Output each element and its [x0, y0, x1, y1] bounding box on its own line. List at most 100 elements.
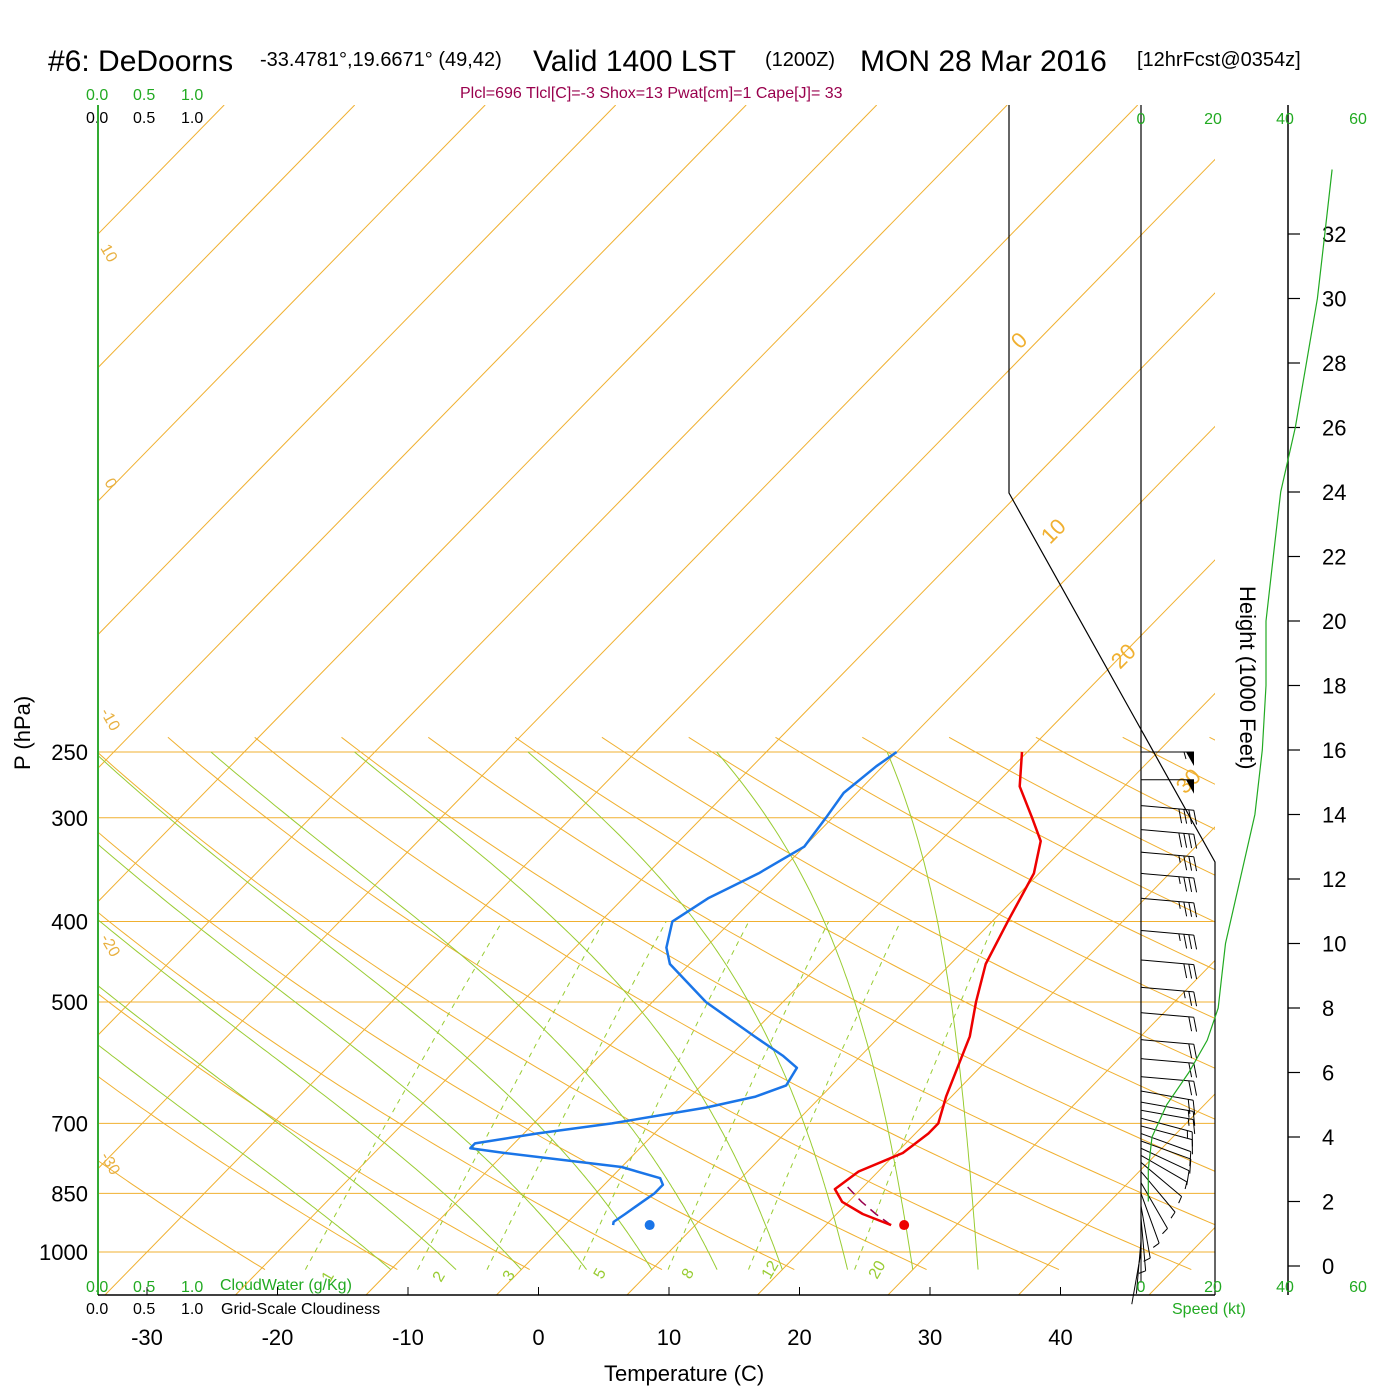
wind-barb-half — [1138, 1270, 1146, 1274]
height-tick-label: 10 — [1322, 932, 1346, 957]
height-tick-label: 28 — [1322, 351, 1346, 376]
wind-barb-staff — [1140, 1193, 1160, 1244]
wind-barb — [1140, 1039, 1198, 1059]
cloud-black-tick: 0.0 — [86, 1301, 108, 1318]
wind-barb-flag — [1186, 752, 1194, 767]
wind-barb — [1140, 1058, 1198, 1078]
wind-barb-full — [1188, 964, 1193, 979]
wind-barb — [1140, 1140, 1192, 1174]
wind-barb-full — [1193, 1017, 1198, 1032]
wind-barb-staff — [1140, 1125, 1193, 1141]
isotherm-line — [1018, 1093, 1215, 1295]
wind-barb-staff — [1140, 1140, 1191, 1160]
wind-barb — [1141, 779, 1194, 794]
height-tick-label: 8 — [1322, 996, 1334, 1021]
isotherm-label: -20 — [97, 932, 123, 961]
mixing-ratio-label: 20 — [866, 1258, 890, 1282]
wind-barb-staff — [1131, 1251, 1142, 1305]
wind-barb-full — [1183, 855, 1188, 871]
wind-barb — [1140, 959, 1198, 980]
moist-adiabat-line — [886, 751, 979, 1270]
wind-barb-staff — [1140, 1171, 1176, 1213]
wind-barb-staff — [1140, 1058, 1194, 1064]
dry-adiabat-line — [98, 831, 795, 1271]
wind-barb-flag — [1186, 779, 1194, 794]
height-tick-label: 6 — [1322, 1061, 1334, 1086]
station-coords: -33.4781°,19.6671° (49,42) — [260, 49, 502, 71]
wind-barb — [1140, 1109, 1196, 1134]
station-title: #6: DeDoorns — [48, 45, 233, 78]
isotherm-line — [365, 425, 1215, 1295]
wind-barb-full — [1189, 1159, 1192, 1174]
cloud-green-tick: 1.0 — [181, 87, 203, 104]
isotherm-line — [98, 105, 617, 636]
mixing-ratio-line — [304, 921, 503, 1270]
wind-barb-half — [1178, 876, 1181, 884]
cloud-black-tick: 1.0 — [181, 1301, 203, 1318]
wind-barb-full — [1188, 809, 1193, 825]
height-tick-label: 16 — [1322, 738, 1346, 763]
speed-tick-label-top: 20 — [1204, 111, 1222, 128]
pressure-tick-label: 700 — [51, 1111, 88, 1136]
cloud-green-tick: 0.5 — [133, 87, 155, 104]
wind-barb-half — [1170, 1211, 1176, 1219]
moist-adiabat-line — [354, 751, 783, 1270]
wind-barb-staff — [1140, 1133, 1191, 1153]
wind-barb-staff — [1140, 1162, 1182, 1197]
wind-barb-staff — [1140, 872, 1194, 879]
cloud-scale-top: 0.0 0.5 1.0 0.0 0.5 1.0 — [86, 87, 203, 127]
y-axis-label: P (hPa) — [10, 696, 35, 770]
surface-dewpoint-point — [644, 1220, 655, 1231]
height-tick-label: 24 — [1322, 480, 1346, 505]
wind-barb-half — [1178, 933, 1181, 942]
wind-barb-full — [1188, 1080, 1193, 1096]
temperature-tick-label: -30 — [131, 1325, 163, 1350]
isotherm-line — [98, 105, 486, 502]
dry-adiabat-line — [1383, 737, 1400, 1269]
mixing-ratio-label: 2 — [430, 1269, 449, 1285]
wind-barb-half — [1187, 1118, 1190, 1126]
wind-barb-half — [1183, 990, 1186, 999]
mixing-ratio-line — [667, 921, 830, 1270]
wind-barb-full — [1188, 1043, 1193, 1059]
sounding-traces — [98, 105, 1400, 1295]
pressure-tick-label: 500 — [51, 990, 88, 1015]
isotherm-label: 10 — [1036, 514, 1071, 549]
wind-barb-full — [1193, 810, 1198, 825]
wind-barb-full — [1188, 833, 1193, 849]
wind-barb-full — [1193, 856, 1198, 872]
wind-barb-full — [1187, 1099, 1191, 1114]
pressure-tick-label: 1000 — [39, 1240, 88, 1265]
cloud-scale-bottom: 0.0 0.5 1.0 CloudWater (g/Kg) 0.0 0.5 1.… — [86, 1277, 380, 1318]
wind-barb — [1140, 1012, 1198, 1032]
mixing-ratio-label: 3 — [500, 1268, 519, 1284]
height-tick-label: 2 — [1322, 1190, 1334, 1215]
dry-adiabat-line — [775, 736, 1215, 971]
wind-barb-full — [1183, 934, 1188, 949]
wind-barb-full — [1193, 964, 1198, 980]
isotherm-label: -10 — [97, 706, 123, 735]
speed-tick-label-bottom: 40 — [1276, 1279, 1294, 1296]
height-tick-label: 26 — [1322, 416, 1346, 441]
height-tick-label: 14 — [1322, 803, 1346, 828]
height-tick-label: 18 — [1322, 674, 1346, 699]
speed-tick-label-bottom: 60 — [1349, 1279, 1367, 1296]
speed-tick-label-top: 60 — [1349, 111, 1367, 128]
isotherm-line — [626, 692, 1215, 1295]
wind-barb-staff — [1140, 1109, 1194, 1120]
wind-barb — [1140, 805, 1198, 825]
wind-barb-staff — [1140, 1076, 1194, 1082]
surface-temperature-point — [899, 1220, 910, 1231]
wind-barb-half — [1152, 1242, 1160, 1248]
isotherm-line — [887, 959, 1215, 1295]
cloud-black-tick: 0.5 — [133, 1301, 155, 1318]
height-tick-label: 0 — [1322, 1254, 1334, 1279]
isotherm-label: 0 — [1006, 327, 1032, 353]
dry-adiabat-line — [1122, 736, 1215, 785]
height-tick-label: 30 — [1322, 287, 1346, 312]
wind-barb-staff — [1140, 929, 1194, 936]
isotherm-label: 10 — [97, 242, 121, 266]
isotherm-line — [496, 559, 1215, 1295]
wind-barb-full — [1183, 877, 1188, 892]
